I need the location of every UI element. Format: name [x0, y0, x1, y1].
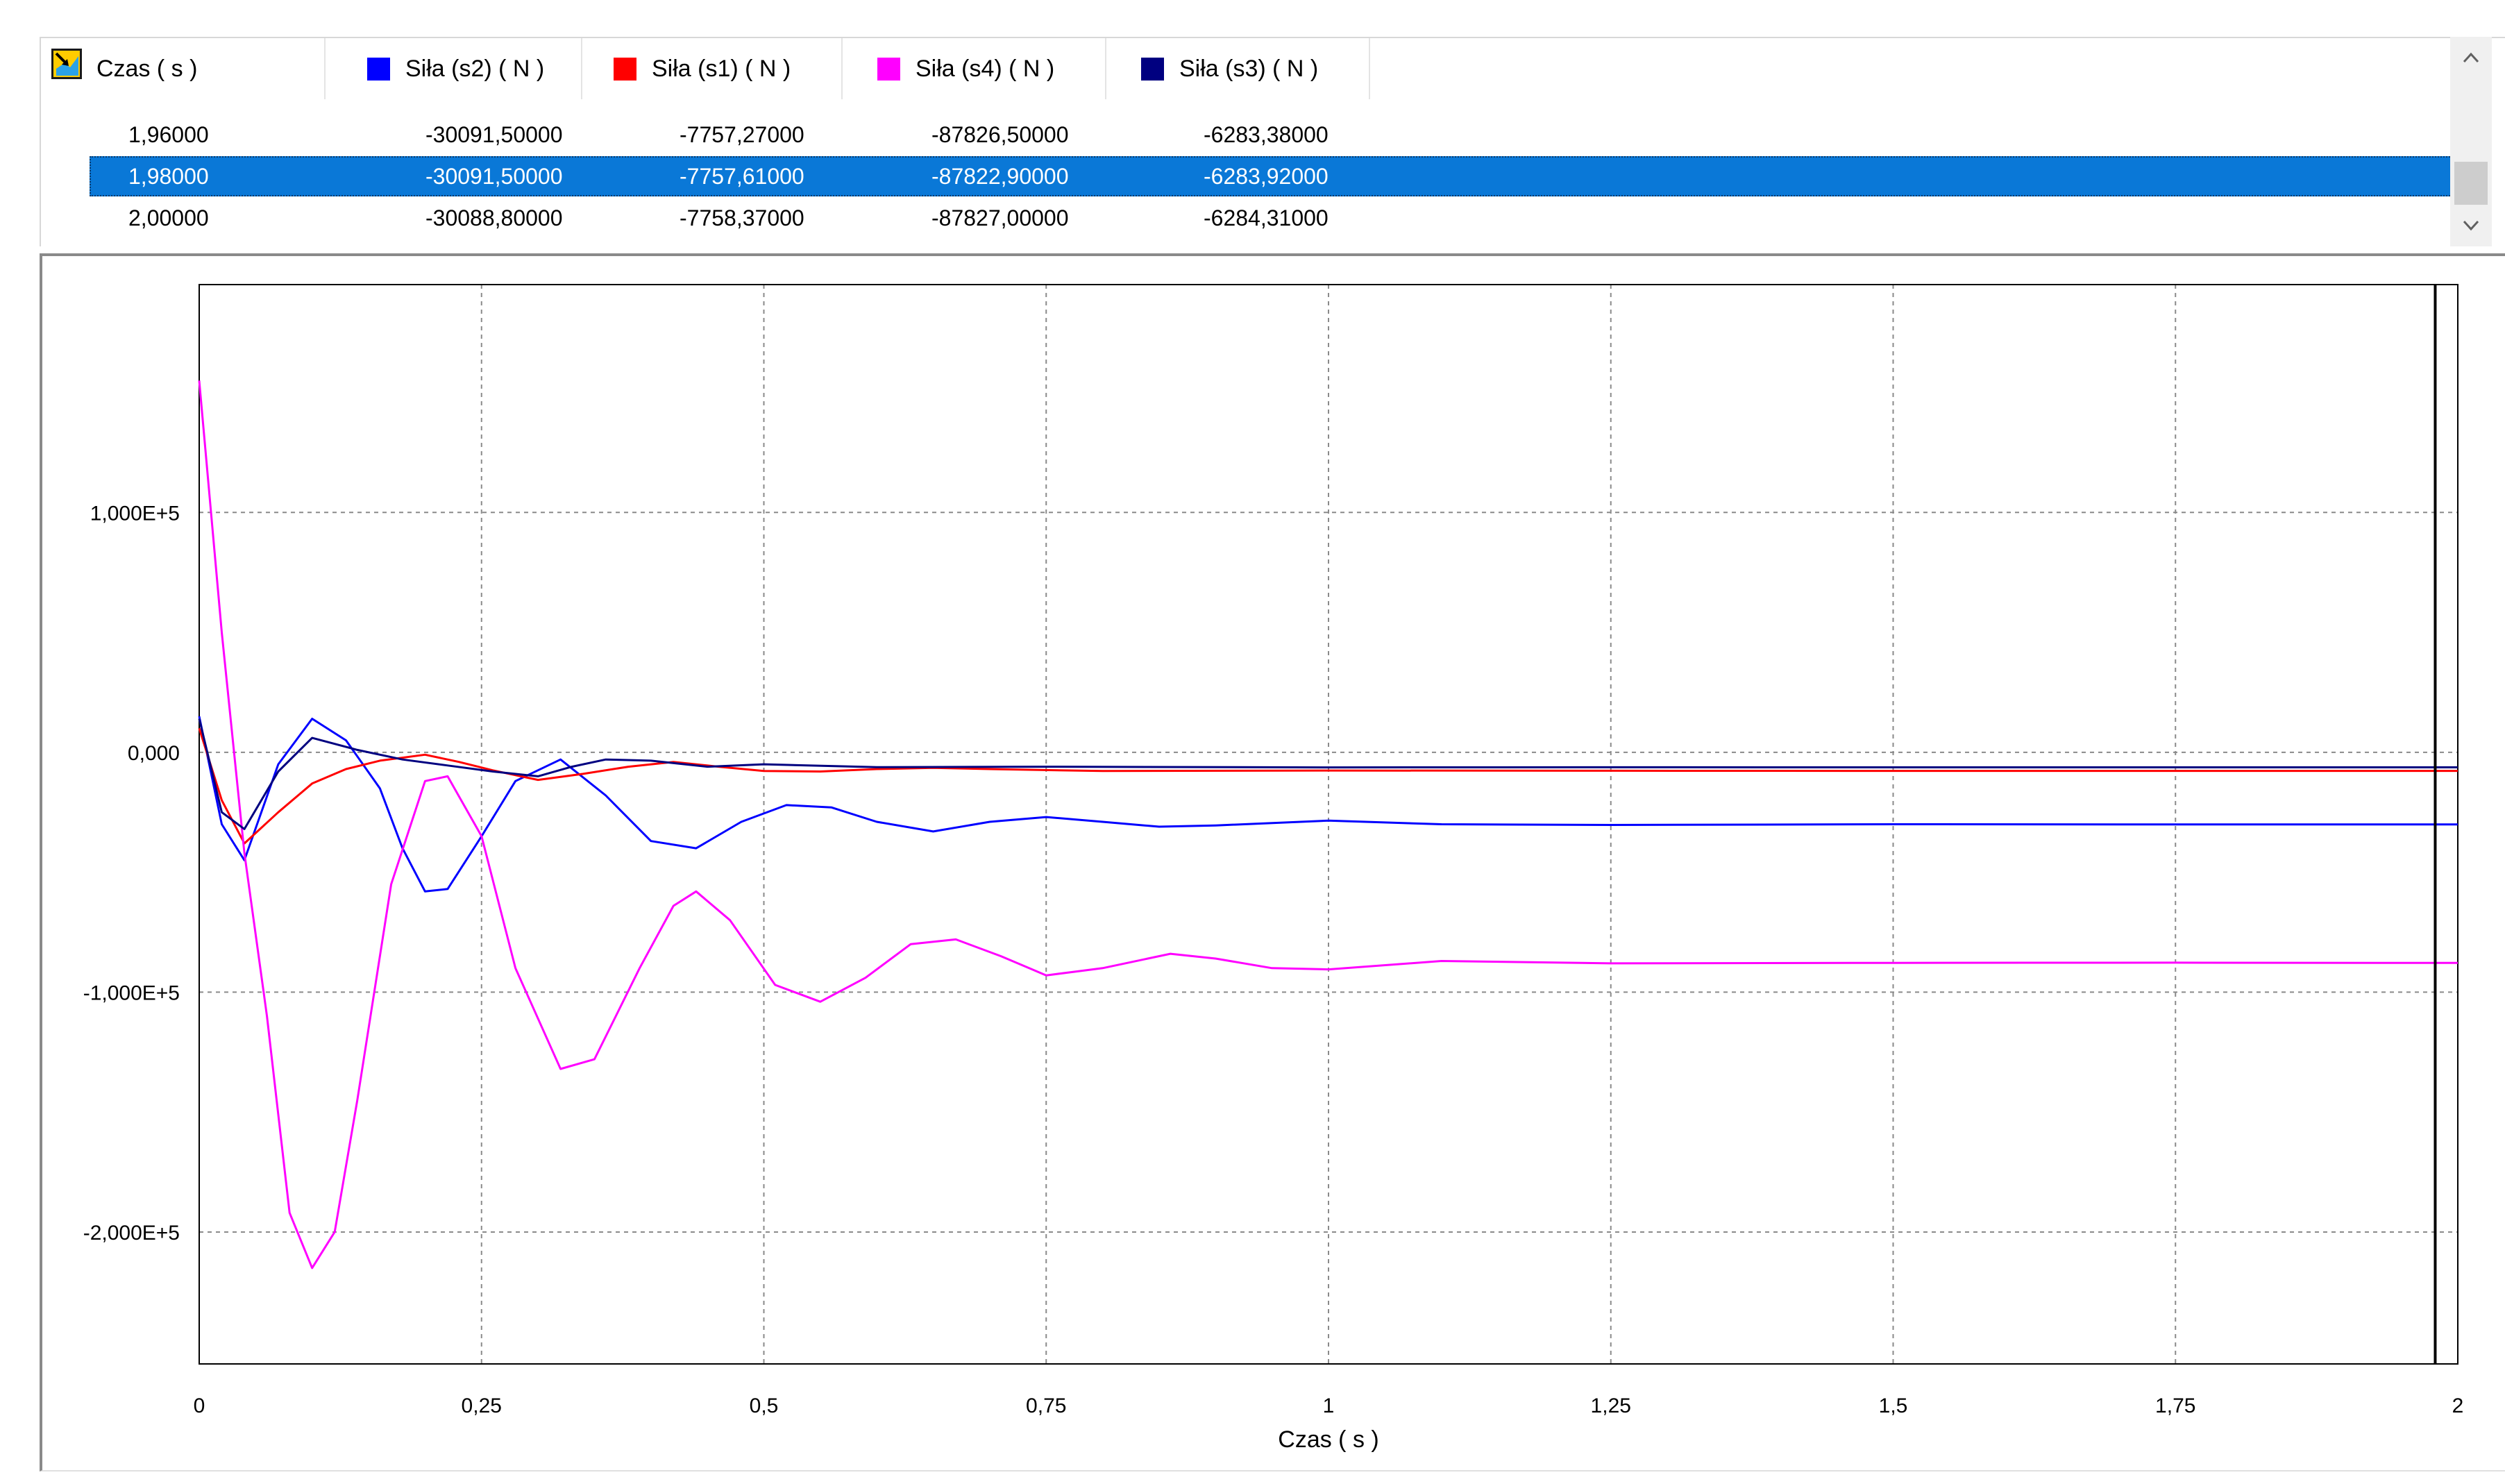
column-header-label: Siła (s4) ( N ) — [916, 55, 1055, 82]
series-line-si-a-s1 — [198, 727, 2458, 845]
x-tick-label: 0,5 — [750, 1394, 779, 1417]
x-tick-label: 1,75 — [2155, 1394, 2195, 1417]
x-tick-label: 1,5 — [1879, 1394, 1908, 1417]
table-cell: -87822,90000 — [931, 164, 1069, 189]
y-tick-label: 1,000E+5 — [90, 502, 180, 525]
x-axis-title: Czas ( s ) — [1278, 1426, 1378, 1453]
x-tick-label: 2 — [2452, 1394, 2464, 1417]
column-header-time[interactable]: Czas ( s ) — [90, 38, 326, 99]
table-cell: -87827,00000 — [931, 205, 1069, 230]
table-cell: 1,96000 — [128, 122, 209, 147]
x-axis: 0 0,25 0,5 0,75 1 1,25 1,5 1,75 2 — [194, 1394, 2464, 1417]
x-tick-label: 0,75 — [1026, 1394, 1066, 1417]
table-cell: -7757,61000 — [680, 164, 804, 189]
y-tick-label: -1,000E+5 — [83, 981, 180, 1004]
series-color-swatch — [1141, 57, 1164, 81]
y-tick-label: 0,000 — [128, 742, 180, 765]
column-header-label: Siła (s2) ( N ) — [405, 55, 545, 82]
chart-export-icon[interactable] — [51, 48, 83, 80]
scroll-down-button[interactable] — [2450, 205, 2492, 246]
x-tick-label: 0,25 — [462, 1394, 502, 1417]
table-cell: -30091,50000 — [425, 122, 563, 147]
table-cell: -6284,31000 — [1204, 205, 1329, 230]
scrollbar-thumb[interactable] — [2454, 162, 2488, 205]
chevron-up-icon — [2463, 52, 2479, 63]
table-cell: 1,98000 — [128, 164, 209, 189]
y-tick-label: -2,000E+5 — [83, 1222, 180, 1245]
table-row-selected[interactable]: 1,98000 -30091,50000 -7757,61000 -87822,… — [90, 156, 2455, 196]
table-cell: -30091,50000 — [425, 164, 563, 189]
column-header-label: Siła (s1) ( N ) — [652, 55, 791, 82]
vertical-scrollbar[interactable] — [2450, 37, 2492, 246]
column-header-label: Siła (s3) ( N ) — [1179, 55, 1319, 82]
x-tick-label: 1,25 — [1591, 1394, 1631, 1417]
chart-panel: 0 0,25 0,5 0,75 1 1,25 1,5 1,75 2 1,000E+5 0,000 -… — [40, 253, 2505, 1472]
column-header-s1[interactable]: Siła (s1) ( N ) — [582, 38, 843, 99]
series-layer — [198, 380, 2458, 1270]
series-color-swatch — [367, 57, 390, 81]
column-header-label: Czas ( s ) — [96, 55, 198, 82]
chevron-down-icon — [2463, 220, 2479, 231]
scroll-up-button[interactable] — [2450, 37, 2492, 78]
column-header-s4[interactable]: Siła (s4) ( N ) — [843, 38, 1106, 99]
y-axis: 1,000E+5 0,000 -1,000E+5 -2,000E+5 — [83, 502, 180, 1245]
series-color-swatch — [614, 57, 636, 81]
table-cell: -6283,92000 — [1204, 164, 1329, 189]
line-chart[interactable]: 0 0,25 0,5 0,75 1 1,25 1,5 1,75 2 1,000E+5 0,000 -… — [42, 256, 2505, 1470]
series-line-si-a-s4 — [198, 380, 2458, 1270]
x-tick-label: 1 — [1323, 1394, 1335, 1417]
table-cell: -87826,50000 — [931, 122, 1069, 147]
column-header-s3[interactable]: Siła (s3) ( N ) — [1106, 38, 1370, 99]
series-line-si-a-s3 — [198, 718, 2458, 830]
table-row[interactable]: 1,96000 -30091,50000 -7757,27000 -87826,… — [90, 115, 2455, 155]
table-cell: -30088,80000 — [425, 205, 563, 230]
grid-lines — [199, 285, 2458, 1364]
table-row[interactable]: 2,00000 -30088,80000 -7758,37000 -87827,… — [90, 198, 2455, 238]
x-tick-label: 0 — [194, 1394, 205, 1417]
table-cell: -6283,38000 — [1204, 122, 1329, 147]
column-header-s2[interactable]: Siła (s2) ( N ) — [326, 38, 582, 99]
table-cell: 2,00000 — [128, 205, 209, 230]
series-color-swatch — [877, 57, 900, 81]
data-grid: Czas ( s ) Siła (s2) ( N ) Siła (s1) ( N… — [40, 37, 2505, 246]
table-cell: -7757,27000 — [680, 122, 804, 147]
table-cell: -7758,37000 — [680, 205, 804, 230]
